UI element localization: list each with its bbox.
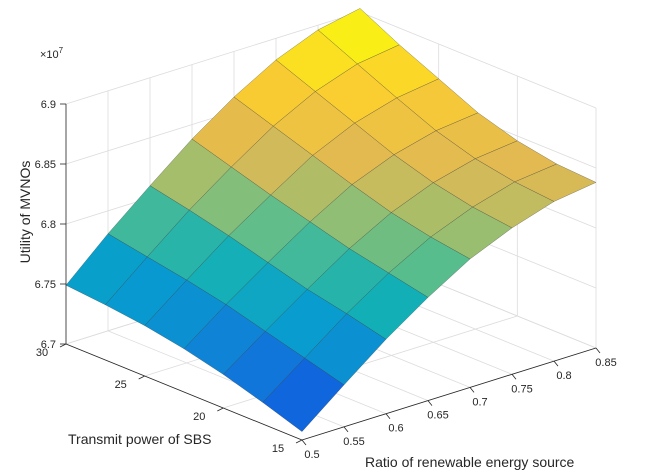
tick-layer: 0.5 0.55 0.6 0.65 0.7 0.75 0.8 0.85 15 20 25 306.7 6… bbox=[35, 99, 617, 461]
x-axis-label: Ratio of renewable energy source bbox=[365, 454, 575, 470]
y-axis-label: Transmit power of SBS bbox=[68, 431, 211, 447]
y-axis-line bbox=[65, 343, 303, 441]
x-axis-line bbox=[301, 347, 597, 441]
x-tick-label-5: 0.75 bbox=[511, 383, 532, 395]
z-axis-label: Utility of MVNOs bbox=[17, 161, 33, 264]
y-tick-label-3: 30 bbox=[36, 347, 48, 359]
x-tick-mark-5 bbox=[511, 374, 517, 380]
y-tick-label-1: 20 bbox=[193, 411, 205, 423]
z-exponent: ×107 bbox=[40, 46, 64, 61]
x-tick-mark-6 bbox=[553, 360, 559, 367]
z-tick-label-1: 6.75 bbox=[35, 279, 56, 291]
y-tick-mark-1 bbox=[217, 407, 224, 412]
z-tick-label-2: 6.8 bbox=[41, 219, 56, 231]
z-tick-label-4: 6.9 bbox=[41, 99, 56, 111]
y-tick-mark-2 bbox=[138, 375, 145, 380]
y-tick-label-2: 25 bbox=[115, 379, 127, 391]
z-tick-label-3: 6.85 bbox=[35, 159, 56, 171]
x-tick-label-3: 0.65 bbox=[427, 410, 448, 422]
x-tick-mark-4 bbox=[469, 387, 475, 393]
grid-line-z-side-4 bbox=[359, 11, 597, 109]
x-tick-mark-0 bbox=[301, 439, 307, 446]
x-tick-mark-7 bbox=[595, 347, 601, 354]
x-tick-label-2: 0.6 bbox=[388, 423, 403, 435]
surface-layer bbox=[65, 8, 597, 432]
z-exponent-power: 7 bbox=[59, 46, 64, 55]
x-tick-label-1: 0.55 bbox=[343, 436, 364, 448]
x-tick-label-4: 0.7 bbox=[472, 396, 487, 408]
x-tick-mark-1 bbox=[343, 426, 349, 433]
x-tick-mark-3 bbox=[427, 400, 433, 406]
z-tick-label-0: 6.7 bbox=[41, 339, 56, 351]
surface-patch-0-0 bbox=[262, 357, 345, 432]
grid-line-z-back-4 bbox=[65, 11, 361, 105]
x-tick-label-6: 0.8 bbox=[556, 370, 571, 382]
x-tick-mark-2 bbox=[385, 413, 391, 419]
x-tick-label-7: 0.85 bbox=[595, 357, 616, 369]
y-tick-label-0: 15 bbox=[272, 443, 284, 455]
z-exponent-base: ×10 bbox=[40, 49, 59, 61]
y-tick-mark-3 bbox=[59, 343, 67, 348]
x-tick-label-0: 0.5 bbox=[304, 449, 319, 461]
y-tick-mark-0 bbox=[295, 439, 303, 444]
